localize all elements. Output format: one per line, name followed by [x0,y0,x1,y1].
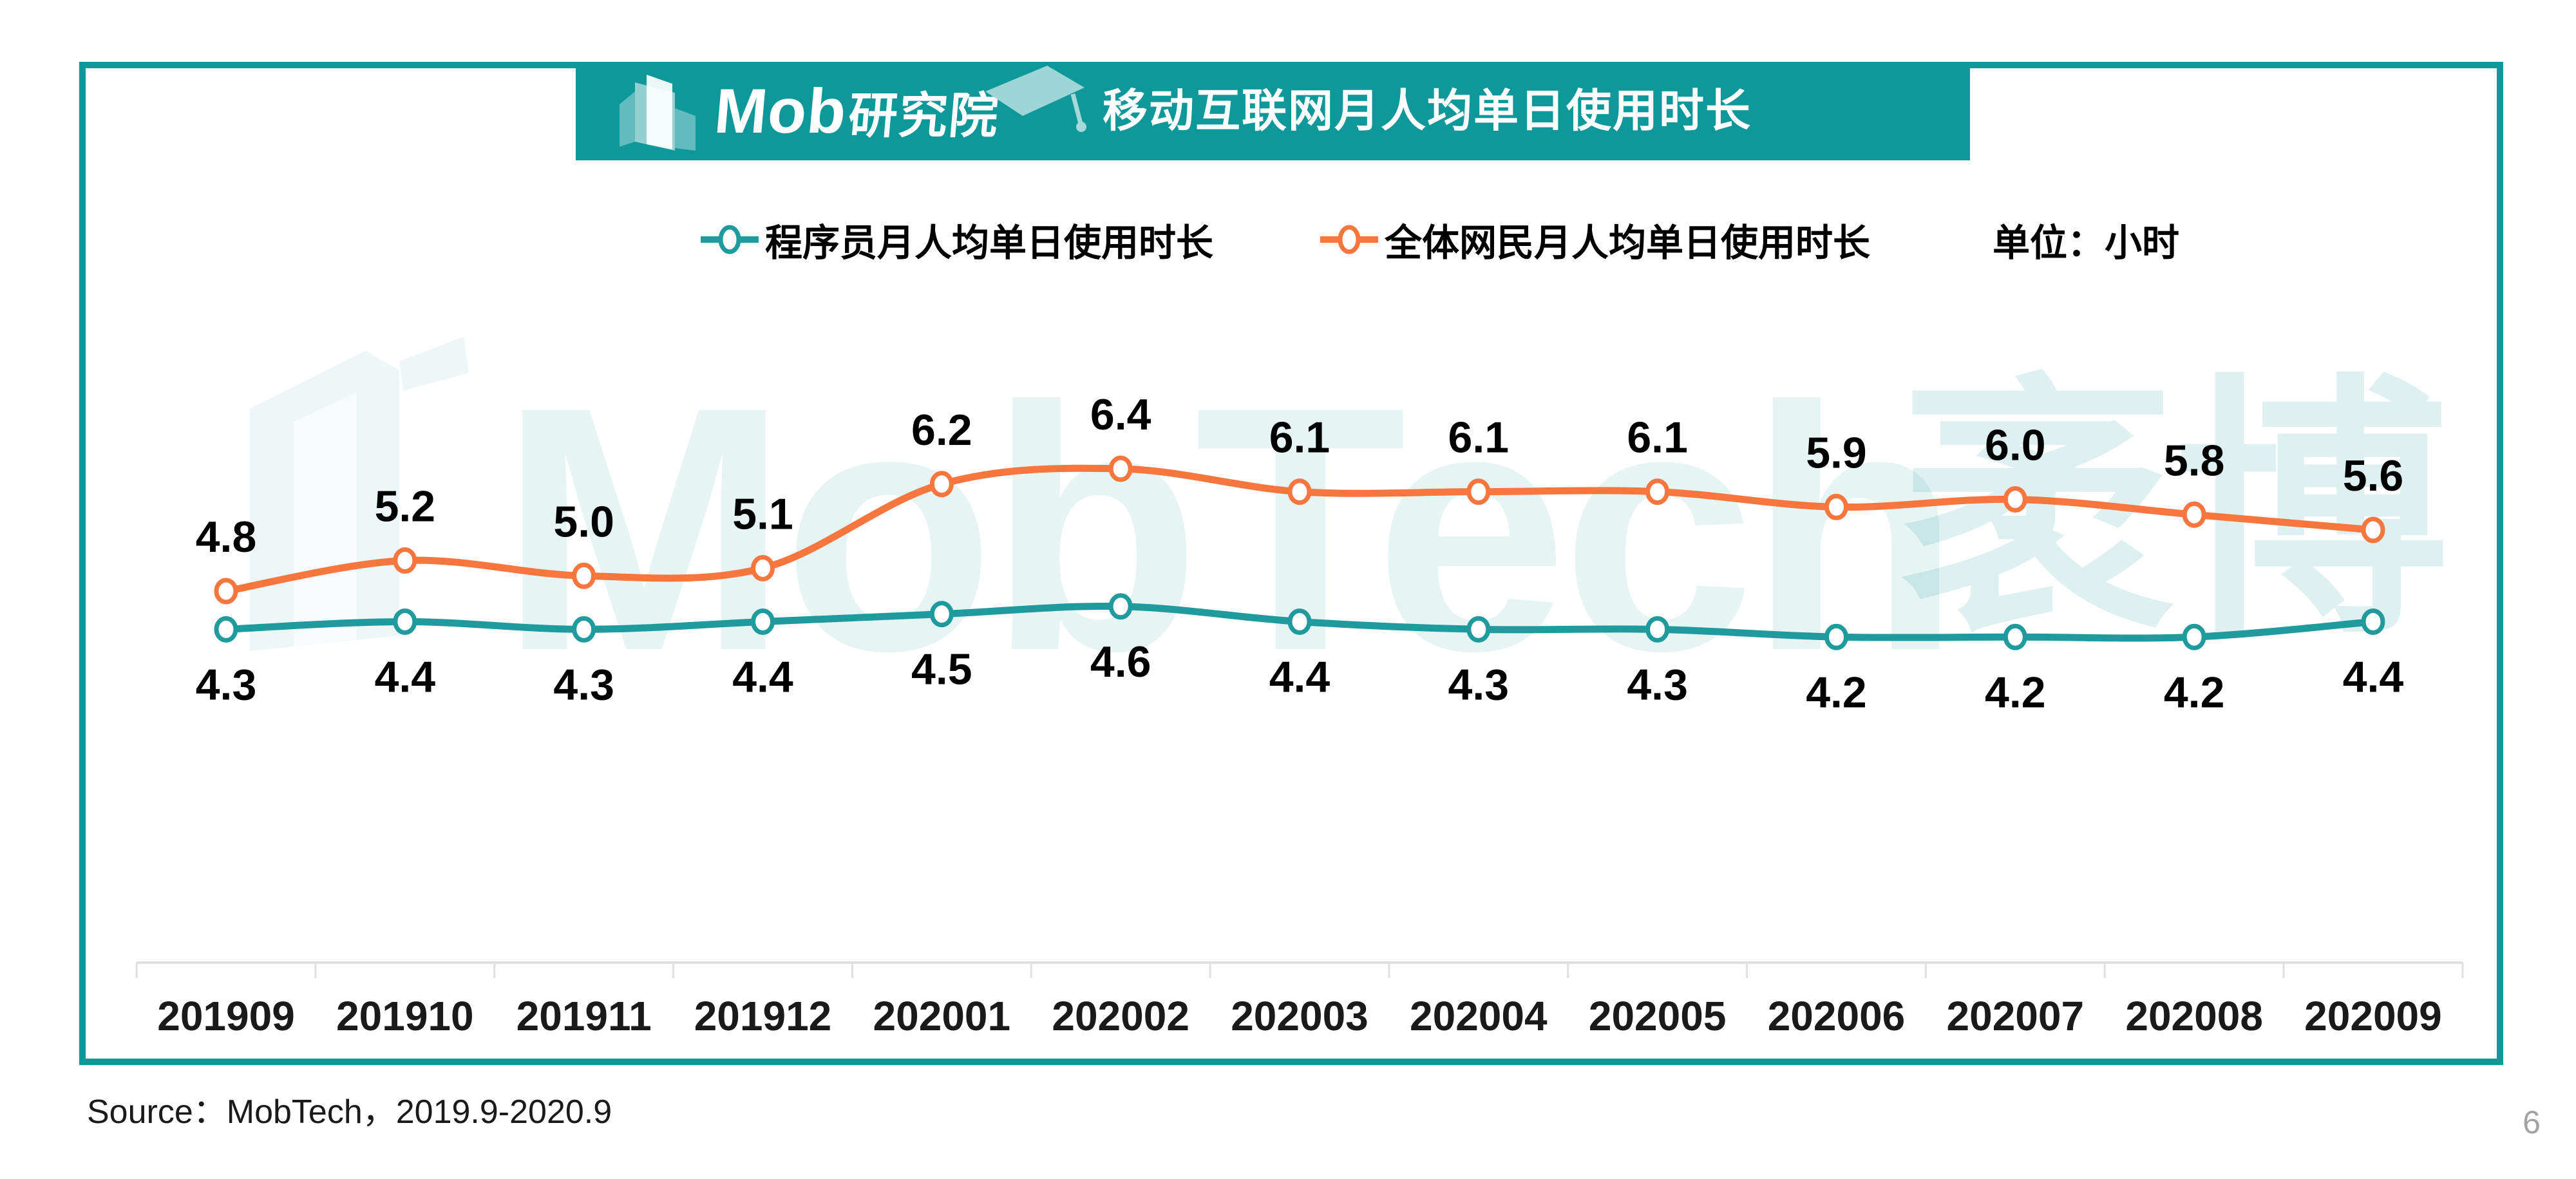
header-banner: Mob 研究院 移动互联网月人均单日使用时长 [576,62,1970,160]
graduation-cap-icon [985,66,1086,132]
logo-text-latin: Mob [712,75,850,146]
source-note: Source：MobTech，2019.9-2020.9 [87,1093,612,1131]
page-number: 6 [2523,1104,2541,1140]
legend-label-netizens: 全体网民月人均单日使用时长 [1385,222,1871,264]
legend-marker-netizens-icon [1320,225,1378,254]
building-icon [620,74,696,151]
unit-label: 单位：小时 [1993,222,2180,264]
legend-marker-programmer-icon [701,225,759,254]
page-title: 移动互联网月人均单日使用时长 [1103,86,1752,136]
logo-text: Mob 研究院 [712,75,1003,147]
legend-item-programmer: 程序员月人均单日使用时长 [701,212,1213,267]
mob-logo: Mob 研究院 [616,62,1086,160]
legend-item-netizens: 全体网民月人均单日使用时长 [1320,212,1870,267]
legend-label-programmer: 程序员月人均单日使用时长 [765,222,1214,264]
